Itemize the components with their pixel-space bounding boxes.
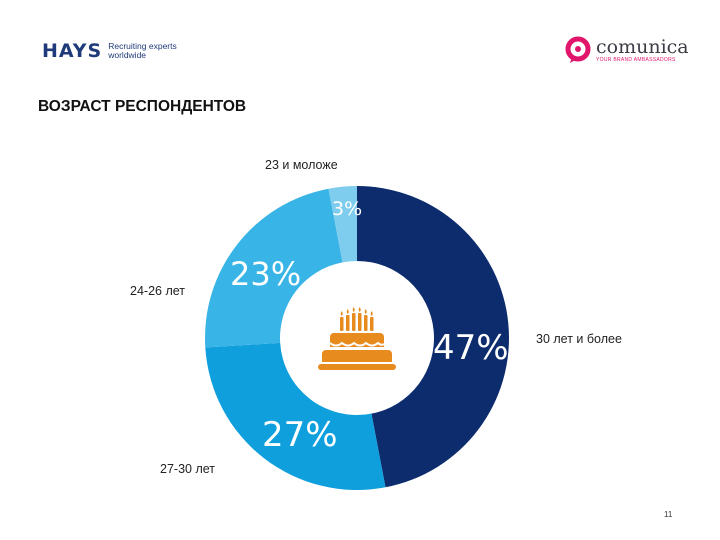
comunica-logo-tagline: YOUR BRAND AMBASSADORS [596,56,676,63]
comunica-logo-name: comunica [596,35,689,58]
slice-value-23-and-younger: 3% [332,198,363,220]
hays-logo-tagline: Recruiting experts worldwide [108,41,177,60]
hays-logo-word: HAYS [42,40,103,62]
birthday-cake-icon [318,307,396,370]
slice-value-30-plus: 47% [433,328,509,368]
slice-value-27-30: 27% [262,415,338,455]
page-number: 11 [664,510,673,519]
slice-23-and-younger [328,186,357,263]
slice-30-plus [357,186,510,488]
hays-logo: HAYS Recruiting experts worldwide [42,40,188,62]
slice-24-26 [205,188,343,348]
slice-27-30 [205,342,386,490]
page-title: ВОЗРАСТ РЕСПОНДЕНТОВ [38,98,247,115]
comunica-logo: comunica YOUR BRAND AMBASSADORS [564,36,689,64]
slice-label-27-30: 27-30 лет [160,462,215,476]
slice-label-30-plus: 30 лет и более [536,332,622,346]
comunica-mark-icon [565,36,591,63]
slice-label-24-26: 24-26 лет [130,284,185,298]
slice-value-24-26: 23% [230,255,302,293]
slice-label-23-and-younger: 23 и моложе [265,158,338,172]
